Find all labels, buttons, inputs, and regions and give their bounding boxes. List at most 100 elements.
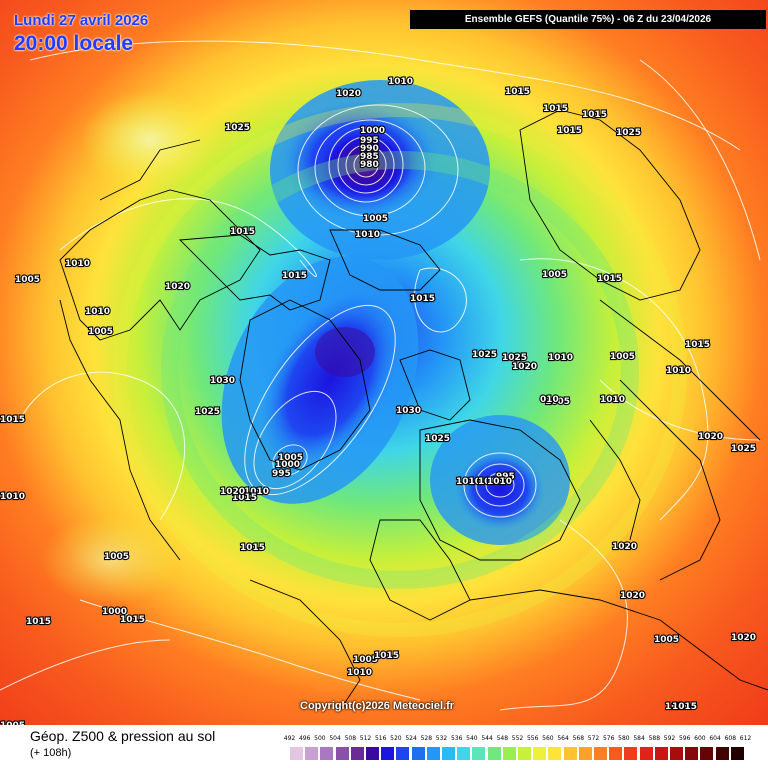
isobar-label: 1005 [610, 352, 635, 362]
isobar-label: 1010 [347, 668, 372, 678]
isobar-label: 1000 [102, 607, 127, 617]
isobar-label: 1020 [220, 487, 245, 497]
scale-swatch [594, 747, 607, 760]
isobar-label: 1020 [512, 362, 537, 372]
map-title: Géop. Z500 & pression au sol [30, 728, 216, 744]
isobar-label: 980 [360, 160, 379, 170]
copyright-notice: Copyright(c)2026 Meteociel.fr [300, 700, 455, 712]
scale-swatch [442, 747, 455, 760]
scale-tick-label: 516 [374, 735, 387, 742]
scale-tick-label: 576 [602, 735, 615, 742]
isobar-label: 1005 [88, 327, 113, 337]
isobar-labels: 1000 995 990 985 980 1005 1010 1005 1000… [219, 125, 516, 504]
scale-tick-label: 532 [435, 735, 448, 742]
isobar-label: 1020 [731, 633, 756, 643]
geopotential-field: 1000 995 990 985 980 1005 1010 1005 1000… [0, 0, 768, 725]
isobar-label: 1025 [225, 123, 250, 133]
scale-tick-label: 500 [314, 735, 326, 742]
scale-swatch [350, 747, 364, 760]
scale-tick-label: 552 [511, 735, 524, 742]
isobar-label: 1010 [666, 366, 691, 376]
scale-swatch [335, 747, 349, 760]
isobar-lines [0, 40, 761, 711]
scale-swatch [639, 747, 653, 760]
scale-tick-label: 572 [587, 735, 600, 742]
isobar-label: 1030 [210, 376, 235, 386]
scale-tick-label: 588 [648, 735, 661, 742]
scale-tick-label: 496 [298, 735, 311, 742]
scale-tick-label: 556 [526, 735, 539, 742]
isobar-label: 1015 [543, 104, 568, 114]
isobar-label: 1010 [600, 395, 625, 405]
scale-tick-label: 544 [481, 735, 493, 742]
scale-swatch [654, 747, 668, 760]
scale-swatch [502, 747, 516, 760]
isobar-label: 1010 [665, 702, 690, 712]
scale-tick-label: 608 [724, 735, 737, 742]
scale-swatch [563, 747, 577, 760]
forecast-local-time: 20:00 locale [14, 32, 134, 55]
isobar-label: 1020 [698, 432, 723, 442]
isobar-label: 1025 [502, 353, 527, 363]
isobar-label: 1005 [542, 270, 567, 280]
scale-swatch [320, 747, 334, 760]
legend-footer: Géop. Z500 & pression au sol (+ 108h) 49… [0, 725, 768, 768]
model-run-info: Ensemble GEFS (Quantile 75%) - 06 Z du 2… [410, 10, 766, 29]
isobar-label: 1025 [425, 434, 450, 444]
scale-swatch [305, 747, 319, 760]
isobar-label: 1015 [240, 543, 265, 553]
isobar-label: 1010 [388, 77, 413, 87]
isobar-label: 1015 [0, 415, 25, 425]
isobar-label: 1005 [15, 275, 40, 285]
isobar-label: 1015 [557, 126, 582, 136]
isobar-label: 1015 [374, 651, 399, 661]
scale-swatch [578, 747, 592, 760]
forecast-date: Lundi 27 avril 2026 [14, 12, 149, 29]
isobar-label: 1005 [353, 655, 378, 665]
isobar-label: 995 [272, 469, 291, 479]
isobar-label: 1005 [654, 635, 679, 645]
scale-tick-label: 600 [694, 735, 706, 742]
isobar-label: 1010 [0, 492, 25, 502]
scale-swatch [670, 747, 683, 760]
isobar-label: 1010 [487, 477, 512, 487]
isobar-label: 1025 [616, 128, 641, 138]
scale-tick-label: 560 [542, 735, 554, 742]
forecast-hour: (+ 108h) [30, 747, 72, 759]
scale-tick-label: 492 [283, 735, 296, 742]
scale-swatch [411, 747, 425, 760]
scale-tick-label: 596 [678, 735, 691, 742]
isobar-label: 1000 [275, 460, 300, 470]
scale-tick-label: 536 [450, 735, 463, 742]
isobar-label: 1005 [104, 552, 129, 562]
scale-swatch [457, 747, 471, 760]
scale-tick-label: 504 [329, 735, 341, 742]
scale-swatch [685, 747, 699, 760]
isobar-label: 1010 [244, 487, 269, 497]
scale-tick-label: 604 [709, 735, 721, 742]
scale-tick-label: 580 [618, 735, 630, 742]
isobar-label: 1020 [612, 542, 637, 552]
scale-tick-label: 512 [359, 735, 372, 742]
isobar-label: 1005 [478, 477, 503, 487]
scale-tick-label: 548 [496, 735, 509, 742]
scale-swatch [487, 747, 501, 760]
isobar-label: 1015 [232, 493, 257, 503]
isobar-label: 995 [360, 136, 379, 146]
isobar-label: 985 [360, 152, 379, 162]
isobar-label: 1025 [472, 350, 497, 360]
scale-tick-label: 508 [344, 735, 357, 742]
isobar-label: 010 [540, 395, 559, 405]
isobar-label: 1005 [278, 453, 303, 463]
scale-swatch [518, 747, 531, 760]
scale-swatch [396, 747, 410, 760]
scale-swatch [730, 747, 744, 760]
isobar-label: 1005 [545, 397, 570, 407]
scale-swatch [533, 747, 547, 760]
scale-tick-label: 568 [572, 735, 585, 742]
isobar-label: 1005 [0, 721, 25, 725]
isobar-label: 1005 [363, 214, 388, 224]
isobar-label: 1020 [336, 89, 361, 99]
isobar-label: 1020 [165, 282, 190, 292]
isobar-label: 1015 [410, 294, 435, 304]
